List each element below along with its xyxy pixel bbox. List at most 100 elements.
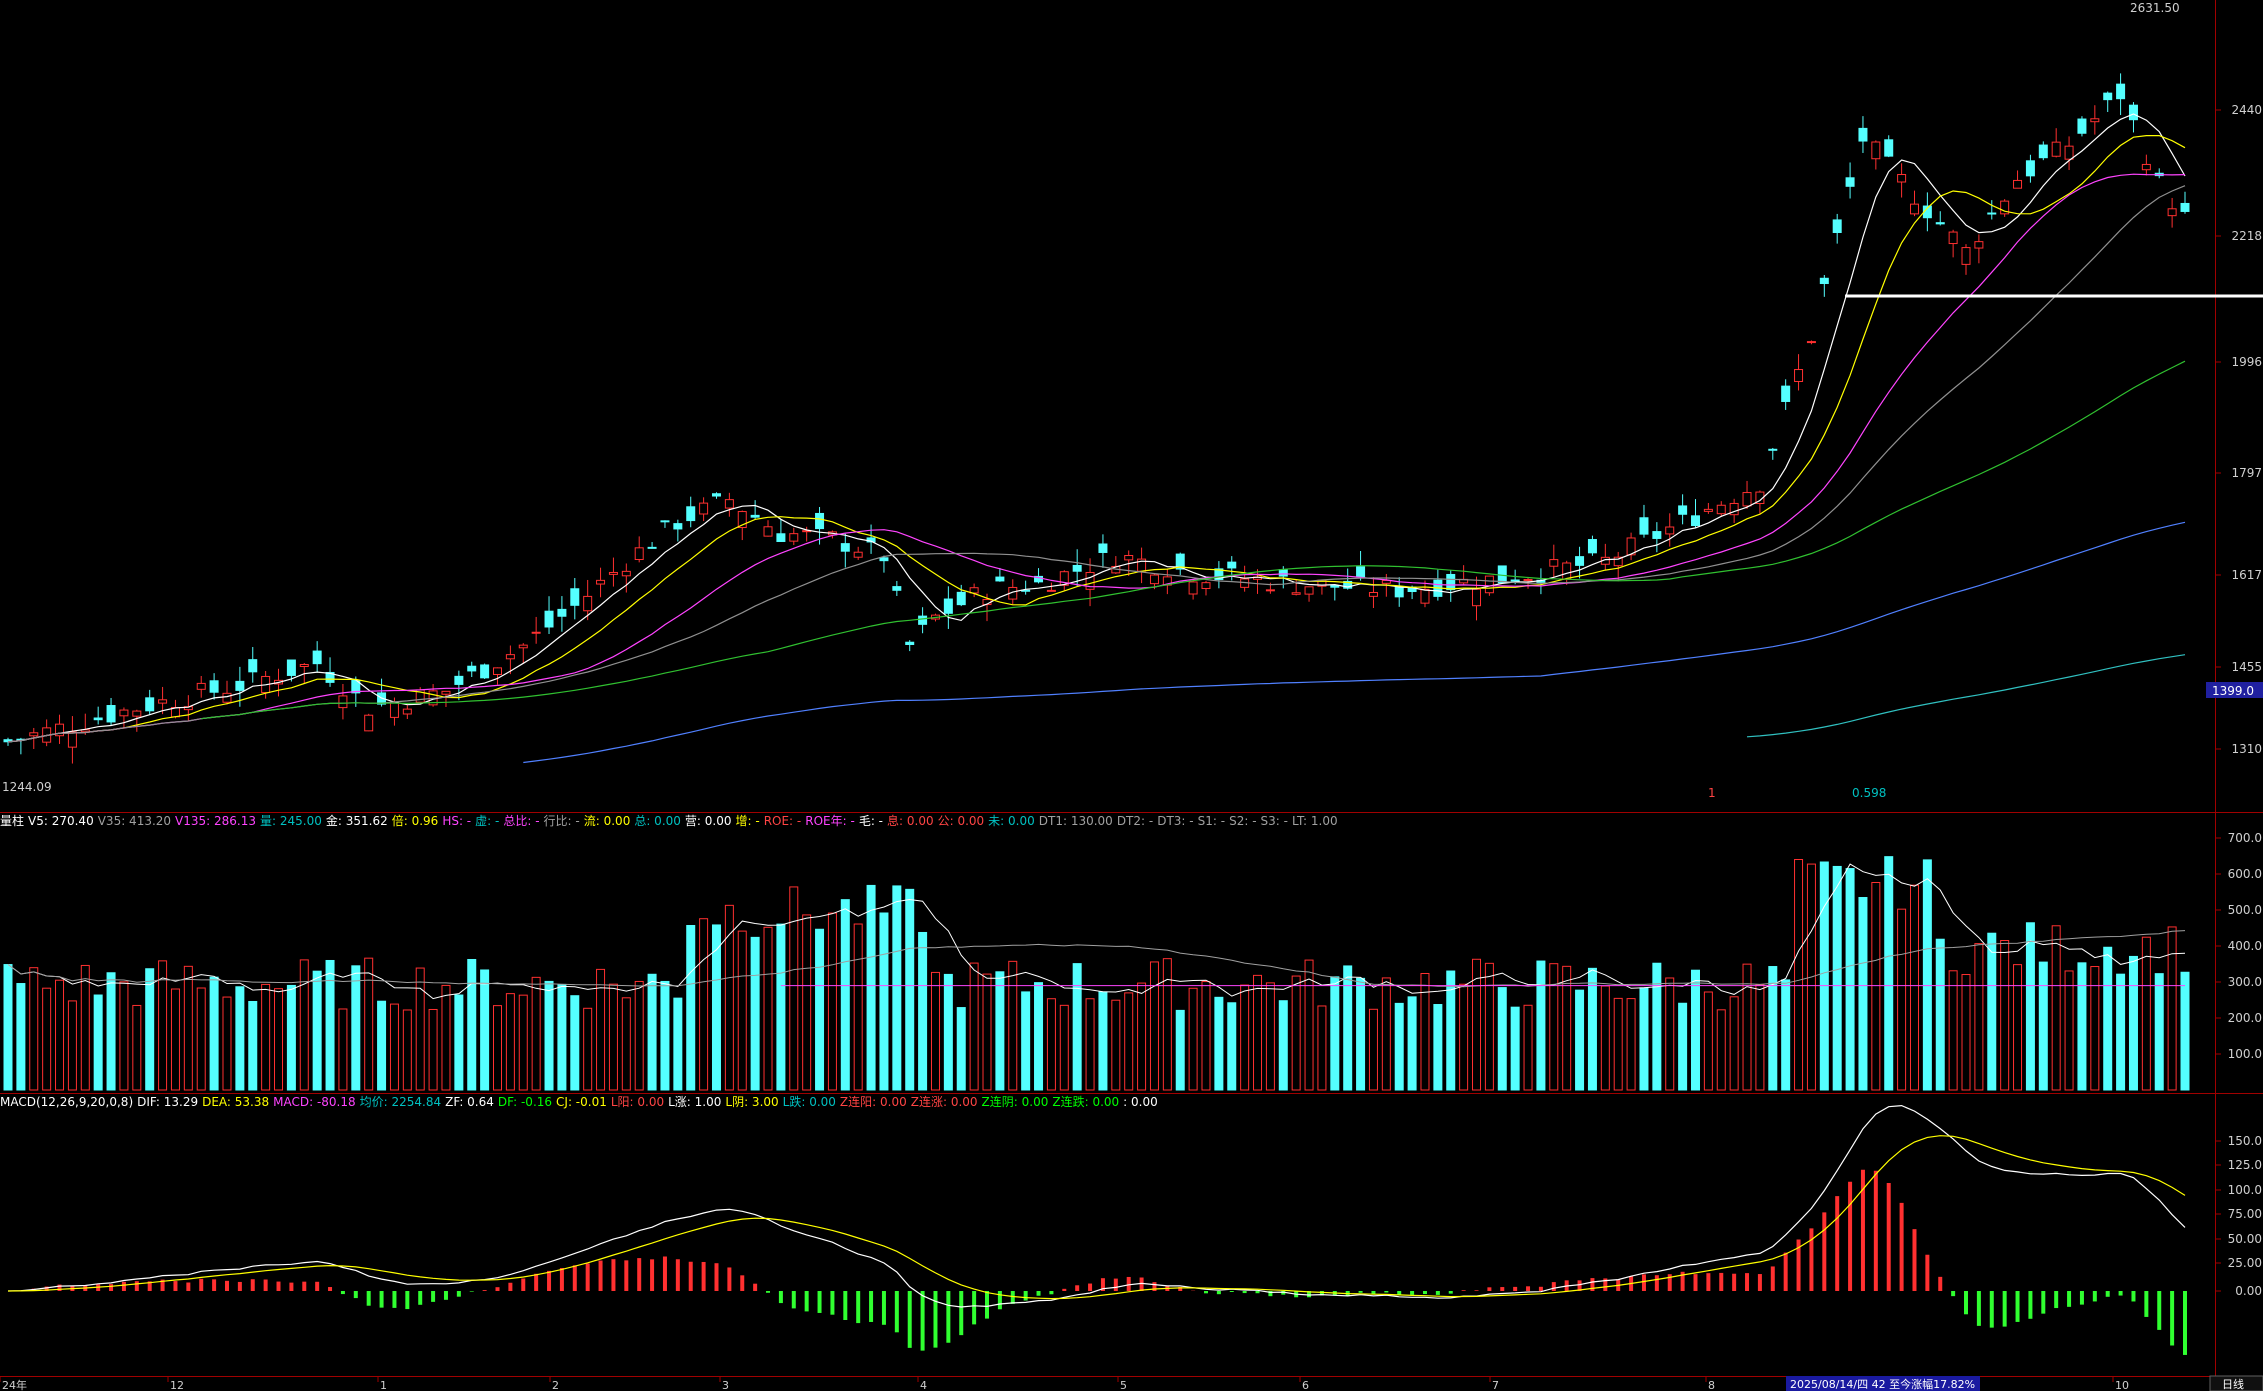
indicator-value: 息: 0.00 <box>887 814 934 828</box>
volume-bar <box>299 959 309 1091</box>
footer-date-label: 2025/08/14/四 42 至今涨幅17.82% <box>1790 1377 1975 1391</box>
volume-bar <box>544 980 554 1091</box>
indicator-value: 营: 0.00 <box>684 814 732 828</box>
candle <box>943 598 953 614</box>
candle <box>2051 141 2061 157</box>
volume-bar <box>1510 1006 1520 1091</box>
candle <box>1832 219 1842 233</box>
volume-bar <box>1742 963 1752 1091</box>
volume-bar <box>1304 959 1314 1091</box>
moving-average-line <box>7 135 2186 743</box>
moving-average-line <box>523 521 2186 764</box>
indicator-value: 量: 245.00 <box>260 814 322 828</box>
month-label: 2 <box>552 1379 559 1391</box>
candlestick-panel[interactable] <box>3 73 2263 764</box>
volume-bar <box>351 965 361 1091</box>
volume-bar <box>531 976 541 1091</box>
volume-panel[interactable] <box>3 856 2190 1091</box>
volume-bar <box>930 971 940 1091</box>
period-tab[interactable] <box>2209 1375 2263 1391</box>
volume-bar <box>1188 987 1198 1091</box>
volume-bar <box>647 973 657 1091</box>
volume-bar <box>2116 973 2126 1091</box>
date-axis: 24年1212345678910 <box>0 1376 2129 1391</box>
volume-bar <box>93 994 103 1091</box>
indicator-value: Z连跌: 0.00 <box>1052 1095 1120 1109</box>
tick-label: 500.0 <box>2228 903 2262 917</box>
volume-bar <box>1317 1005 1327 1091</box>
candle <box>634 547 644 561</box>
candle <box>222 692 232 703</box>
volume-bar <box>1330 976 1340 1091</box>
candle <box>1716 504 1726 515</box>
volume-bar <box>1974 943 1984 1091</box>
volume-bar <box>1214 996 1224 1091</box>
candle <box>1394 586 1404 598</box>
volume-bar <box>1497 987 1507 1091</box>
volume-bar <box>995 971 1005 1091</box>
volume-bar <box>1175 1009 1185 1091</box>
candle <box>2128 104 2138 121</box>
candle <box>2077 118 2087 134</box>
candle <box>1575 556 1585 566</box>
volume-bar <box>1703 991 1713 1091</box>
marker-1: 1 <box>1708 786 1716 800</box>
volume-bar <box>1021 991 1031 1091</box>
volume-bar <box>2103 946 2113 1091</box>
indicator-value: : 0.00 <box>1123 1095 1158 1109</box>
candle <box>1085 572 1095 590</box>
candle <box>1497 565 1507 584</box>
candle <box>1368 591 1378 597</box>
candle <box>1652 531 1662 539</box>
indicator-value: 均价: 2254.84 <box>359 1095 442 1109</box>
macd-panel[interactable] <box>7 1104 2187 1355</box>
candle <box>1124 555 1134 561</box>
volume-bar <box>119 981 129 1091</box>
volume-bar <box>1845 868 1855 1091</box>
candle <box>1961 247 1971 265</box>
candle <box>1034 575 1044 583</box>
indicator-value: 总比: - <box>503 814 540 828</box>
indicator-value: MACD: -80.18 <box>273 1095 356 1109</box>
volume-bar <box>1909 884 1919 1091</box>
indicator-value: 金: 351.62 <box>325 814 388 828</box>
volume-bar <box>261 983 271 1091</box>
month-label: 7 <box>1492 1379 1499 1391</box>
candle <box>660 520 670 523</box>
volume-bar <box>1240 984 1250 1091</box>
volume-bar <box>1587 967 1597 1091</box>
candle <box>1587 539 1597 554</box>
volume-bar <box>2013 964 2023 1091</box>
indicator-value: 增: - <box>735 814 760 828</box>
volume-bar <box>441 984 451 1091</box>
candle <box>879 557 889 562</box>
candle <box>621 570 631 577</box>
volume-bar <box>132 1004 142 1091</box>
volume-bar <box>2025 922 2035 1091</box>
volume-bar <box>956 1007 966 1091</box>
candle <box>1884 139 1894 157</box>
volume-bar <box>1446 970 1456 1091</box>
candle <box>699 502 709 515</box>
volume-bar <box>1858 897 1868 1091</box>
candle <box>1446 573 1456 591</box>
candle <box>106 705 116 723</box>
dea-line <box>7 1135 2186 1300</box>
tick-label: 150.0 <box>2228 1134 2262 1148</box>
volume-bar <box>1008 960 1018 1091</box>
candle <box>1265 589 1275 592</box>
volume-bar <box>415 967 425 1091</box>
volume-bar <box>1549 963 1559 1091</box>
candle <box>2090 118 2100 123</box>
volume-bar <box>2180 971 2190 1091</box>
volume-bar <box>1562 965 1572 1091</box>
volume-bar <box>2154 973 2164 1091</box>
candle <box>299 663 309 667</box>
candle <box>235 680 245 691</box>
volume-bar <box>1111 999 1121 1091</box>
candle <box>2064 145 2074 160</box>
month-label: 6 <box>1302 1379 1309 1391</box>
tick-label: 300.0 <box>2228 975 2262 989</box>
volume-bar <box>493 1005 503 1091</box>
